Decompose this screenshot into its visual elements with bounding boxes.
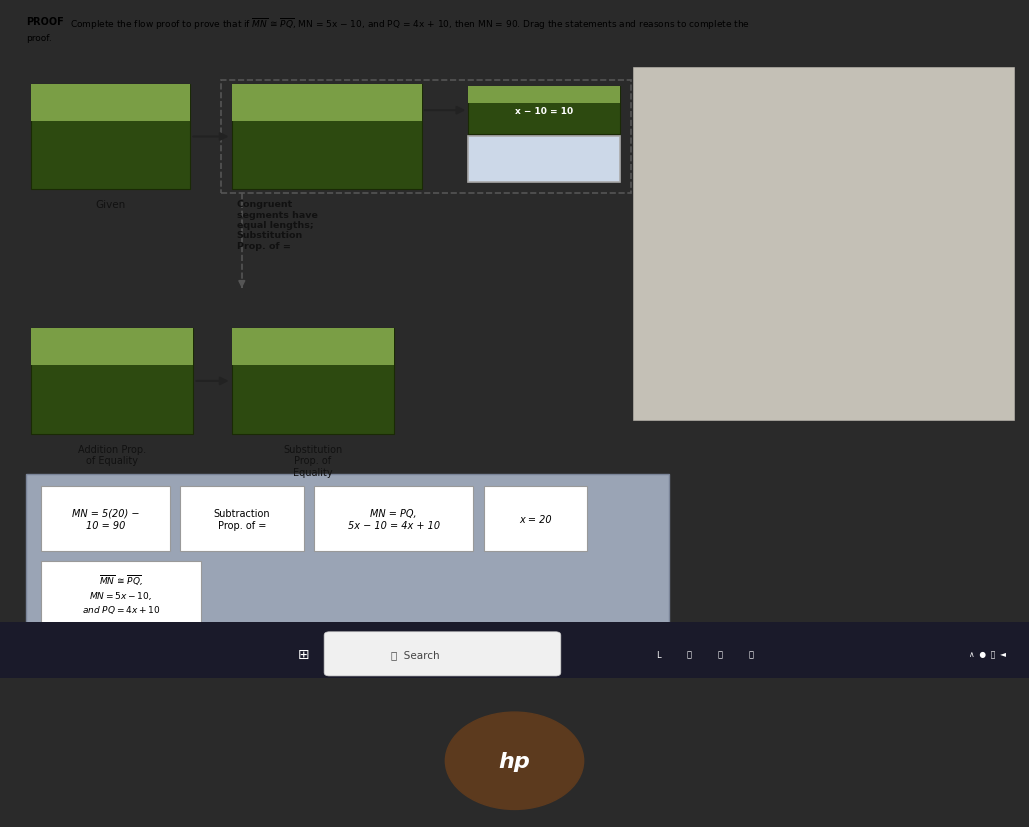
Circle shape (446, 712, 583, 810)
FancyBboxPatch shape (31, 85, 190, 122)
FancyBboxPatch shape (26, 475, 669, 662)
FancyBboxPatch shape (180, 487, 304, 552)
Text: hp: hp (499, 751, 530, 771)
Text: Complete the flow proof to prove that if $\overline{MN}$ ≅ $\overline{PQ}$, MN =: Complete the flow proof to prove that if… (70, 17, 750, 32)
FancyBboxPatch shape (41, 562, 201, 626)
Text: 🌐: 🌐 (687, 650, 691, 659)
FancyBboxPatch shape (31, 329, 193, 434)
FancyBboxPatch shape (468, 87, 620, 136)
Text: x − 10 = 10: x − 10 = 10 (516, 107, 573, 116)
FancyBboxPatch shape (468, 136, 620, 183)
Text: Substitution
Prop. of
Equality: Substitution Prop. of Equality (283, 444, 343, 477)
Text: ∧  ●  ⓦ  ◄: ∧ ● ⓦ ◄ (969, 650, 1006, 659)
Text: proof.: proof. (26, 34, 51, 43)
FancyBboxPatch shape (324, 632, 561, 676)
Text: x = 20: x = 20 (519, 514, 552, 524)
FancyBboxPatch shape (468, 87, 620, 104)
FancyBboxPatch shape (484, 487, 587, 552)
FancyBboxPatch shape (232, 329, 394, 366)
FancyBboxPatch shape (31, 329, 193, 366)
Text: L: L (657, 650, 661, 659)
FancyBboxPatch shape (232, 85, 422, 190)
Text: Addition Prop.
of Equality: Addition Prop. of Equality (78, 444, 146, 466)
Text: 📷: 📷 (749, 650, 753, 659)
FancyBboxPatch shape (232, 85, 422, 122)
Text: ⊞: ⊞ (297, 648, 310, 662)
Text: 🔍  Search: 🔍 Search (391, 649, 439, 659)
FancyBboxPatch shape (31, 85, 190, 190)
Text: PROOF: PROOF (26, 17, 64, 27)
Text: MN = PQ,
5x − 10 = 4x + 10: MN = PQ, 5x − 10 = 4x + 10 (348, 509, 439, 530)
FancyBboxPatch shape (232, 329, 394, 434)
Text: Subtraction
Prop. of =: Subtraction Prop. of = (213, 509, 271, 530)
FancyBboxPatch shape (0, 623, 1029, 678)
FancyBboxPatch shape (41, 487, 170, 552)
Text: Given: Given (96, 200, 126, 210)
Text: $\overline{MN}$ ≅ $\overline{PQ}$,
$MN = 5x - 10$,
and $PQ = 4x + 10$: $\overline{MN}$ ≅ $\overline{PQ}$, $MN =… (81, 572, 161, 615)
Text: Congruent
segments have
equal lengths;
Substitution
Prop. of =: Congruent segments have equal lengths; S… (237, 200, 318, 251)
Text: MN = 5(20) −
10 = 90: MN = 5(20) − 10 = 90 (72, 509, 139, 530)
Text: 📁: 📁 (718, 650, 722, 659)
FancyBboxPatch shape (633, 68, 1014, 420)
FancyBboxPatch shape (314, 487, 473, 552)
